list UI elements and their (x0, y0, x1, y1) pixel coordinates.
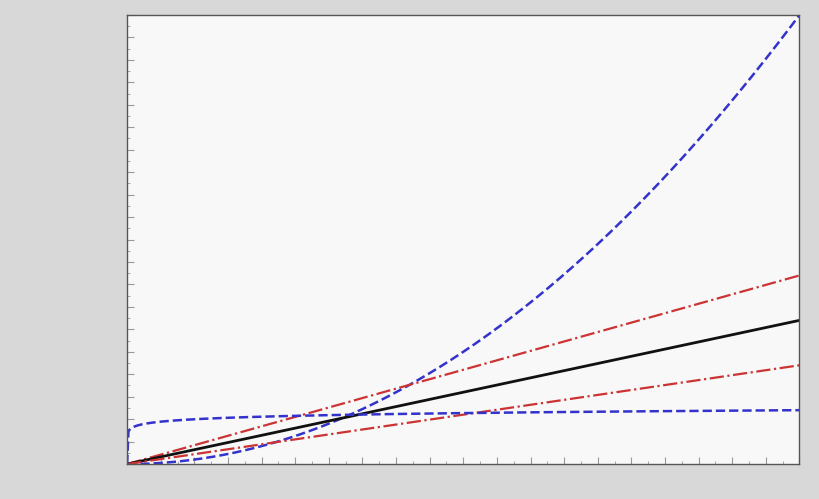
subdiffusive (777, 365, 787, 371)
superdiffusive (794, 272, 803, 278)
ballistic (672, 159, 682, 165)
subdiffusive (441, 414, 450, 420)
superdiffusive (486, 359, 495, 365)
ballistic (122, 461, 132, 467)
normal diffusion (441, 393, 450, 399)
Line: superdiffusive: superdiffusive (127, 275, 799, 464)
ballistic (445, 357, 455, 363)
superdiffusive (441, 371, 450, 377)
normal diffusion (777, 321, 787, 327)
superdiffusive (122, 461, 132, 467)
normal diffusion (486, 383, 495, 389)
ballistic (522, 302, 532, 308)
confined (794, 407, 803, 413)
Line: ballistic: ballistic (127, 15, 799, 464)
ballistic (486, 330, 495, 336)
normal diffusion (122, 461, 132, 467)
subdiffusive (794, 362, 803, 368)
subdiffusive (122, 461, 132, 467)
confined (522, 409, 532, 415)
Line: subdiffusive: subdiffusive (127, 365, 799, 464)
confined (486, 410, 495, 416)
subdiffusive (672, 380, 682, 386)
subdiffusive (486, 408, 495, 414)
superdiffusive (445, 370, 455, 376)
normal diffusion (794, 317, 803, 323)
normal diffusion (672, 343, 682, 349)
confined (441, 410, 450, 416)
confined (777, 407, 787, 413)
ballistic (794, 12, 803, 18)
superdiffusive (522, 349, 532, 355)
superdiffusive (777, 277, 787, 283)
normal diffusion (522, 376, 532, 382)
confined (445, 410, 455, 416)
confined (122, 461, 132, 467)
confined (672, 408, 682, 414)
Line: confined: confined (127, 410, 799, 464)
normal diffusion (445, 392, 455, 398)
subdiffusive (522, 402, 532, 408)
subdiffusive (445, 414, 455, 420)
ballistic (777, 33, 787, 39)
Line: normal diffusion: normal diffusion (127, 320, 799, 464)
ballistic (441, 360, 450, 366)
superdiffusive (672, 306, 682, 312)
